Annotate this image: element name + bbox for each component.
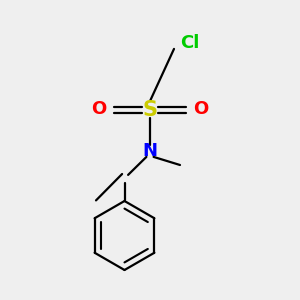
Text: O: O [194, 100, 209, 118]
Text: O: O [91, 100, 106, 118]
Text: N: N [142, 142, 158, 160]
Text: Cl: Cl [180, 34, 200, 52]
Text: S: S [142, 100, 158, 119]
